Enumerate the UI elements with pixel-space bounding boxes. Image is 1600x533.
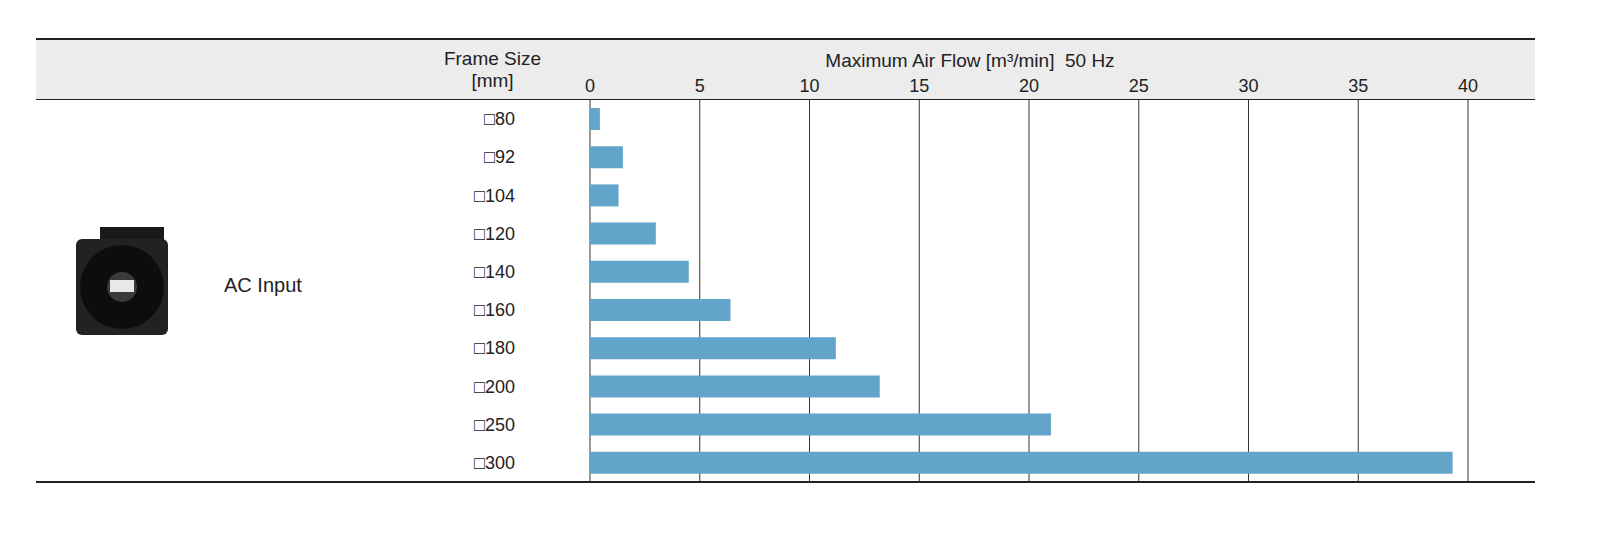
svg-text:15: 15 xyxy=(909,76,929,96)
svg-text:□120: □120 xyxy=(474,224,515,244)
svg-text:25: 25 xyxy=(1129,76,1149,96)
svg-text:□92: □92 xyxy=(484,147,515,167)
svg-text:35: 35 xyxy=(1348,76,1368,96)
svg-text:10: 10 xyxy=(799,76,819,96)
svg-text:□140: □140 xyxy=(474,262,515,282)
html-text:AC Input: AC Input xyxy=(224,274,302,296)
html-text:Frame Size: Frame Size xyxy=(443,48,542,69)
svg-text:□160: □160 xyxy=(474,300,515,320)
svg-text:□104: □104 xyxy=(474,186,515,206)
svg-text:□250: □250 xyxy=(474,415,515,435)
svg-text:□180: □180 xyxy=(474,338,515,358)
svg-text:□200: □200 xyxy=(474,377,515,397)
svg-text:30: 30 xyxy=(1238,76,1258,96)
html-text:[mm]: [mm] xyxy=(471,70,514,91)
svg-text:20: 20 xyxy=(1019,76,1039,96)
svg-text:0: 0 xyxy=(585,76,595,96)
svg-text:5: 5 xyxy=(695,76,705,96)
html-text:Maximum Air Flow [m³/min] 50 H: Maximum Air Flow [m³/min] 50 Hz xyxy=(825,50,1115,71)
svg-text:□80: □80 xyxy=(484,109,515,129)
svg-text:40: 40 xyxy=(1458,76,1478,96)
svg-text:□300: □300 xyxy=(474,453,515,473)
